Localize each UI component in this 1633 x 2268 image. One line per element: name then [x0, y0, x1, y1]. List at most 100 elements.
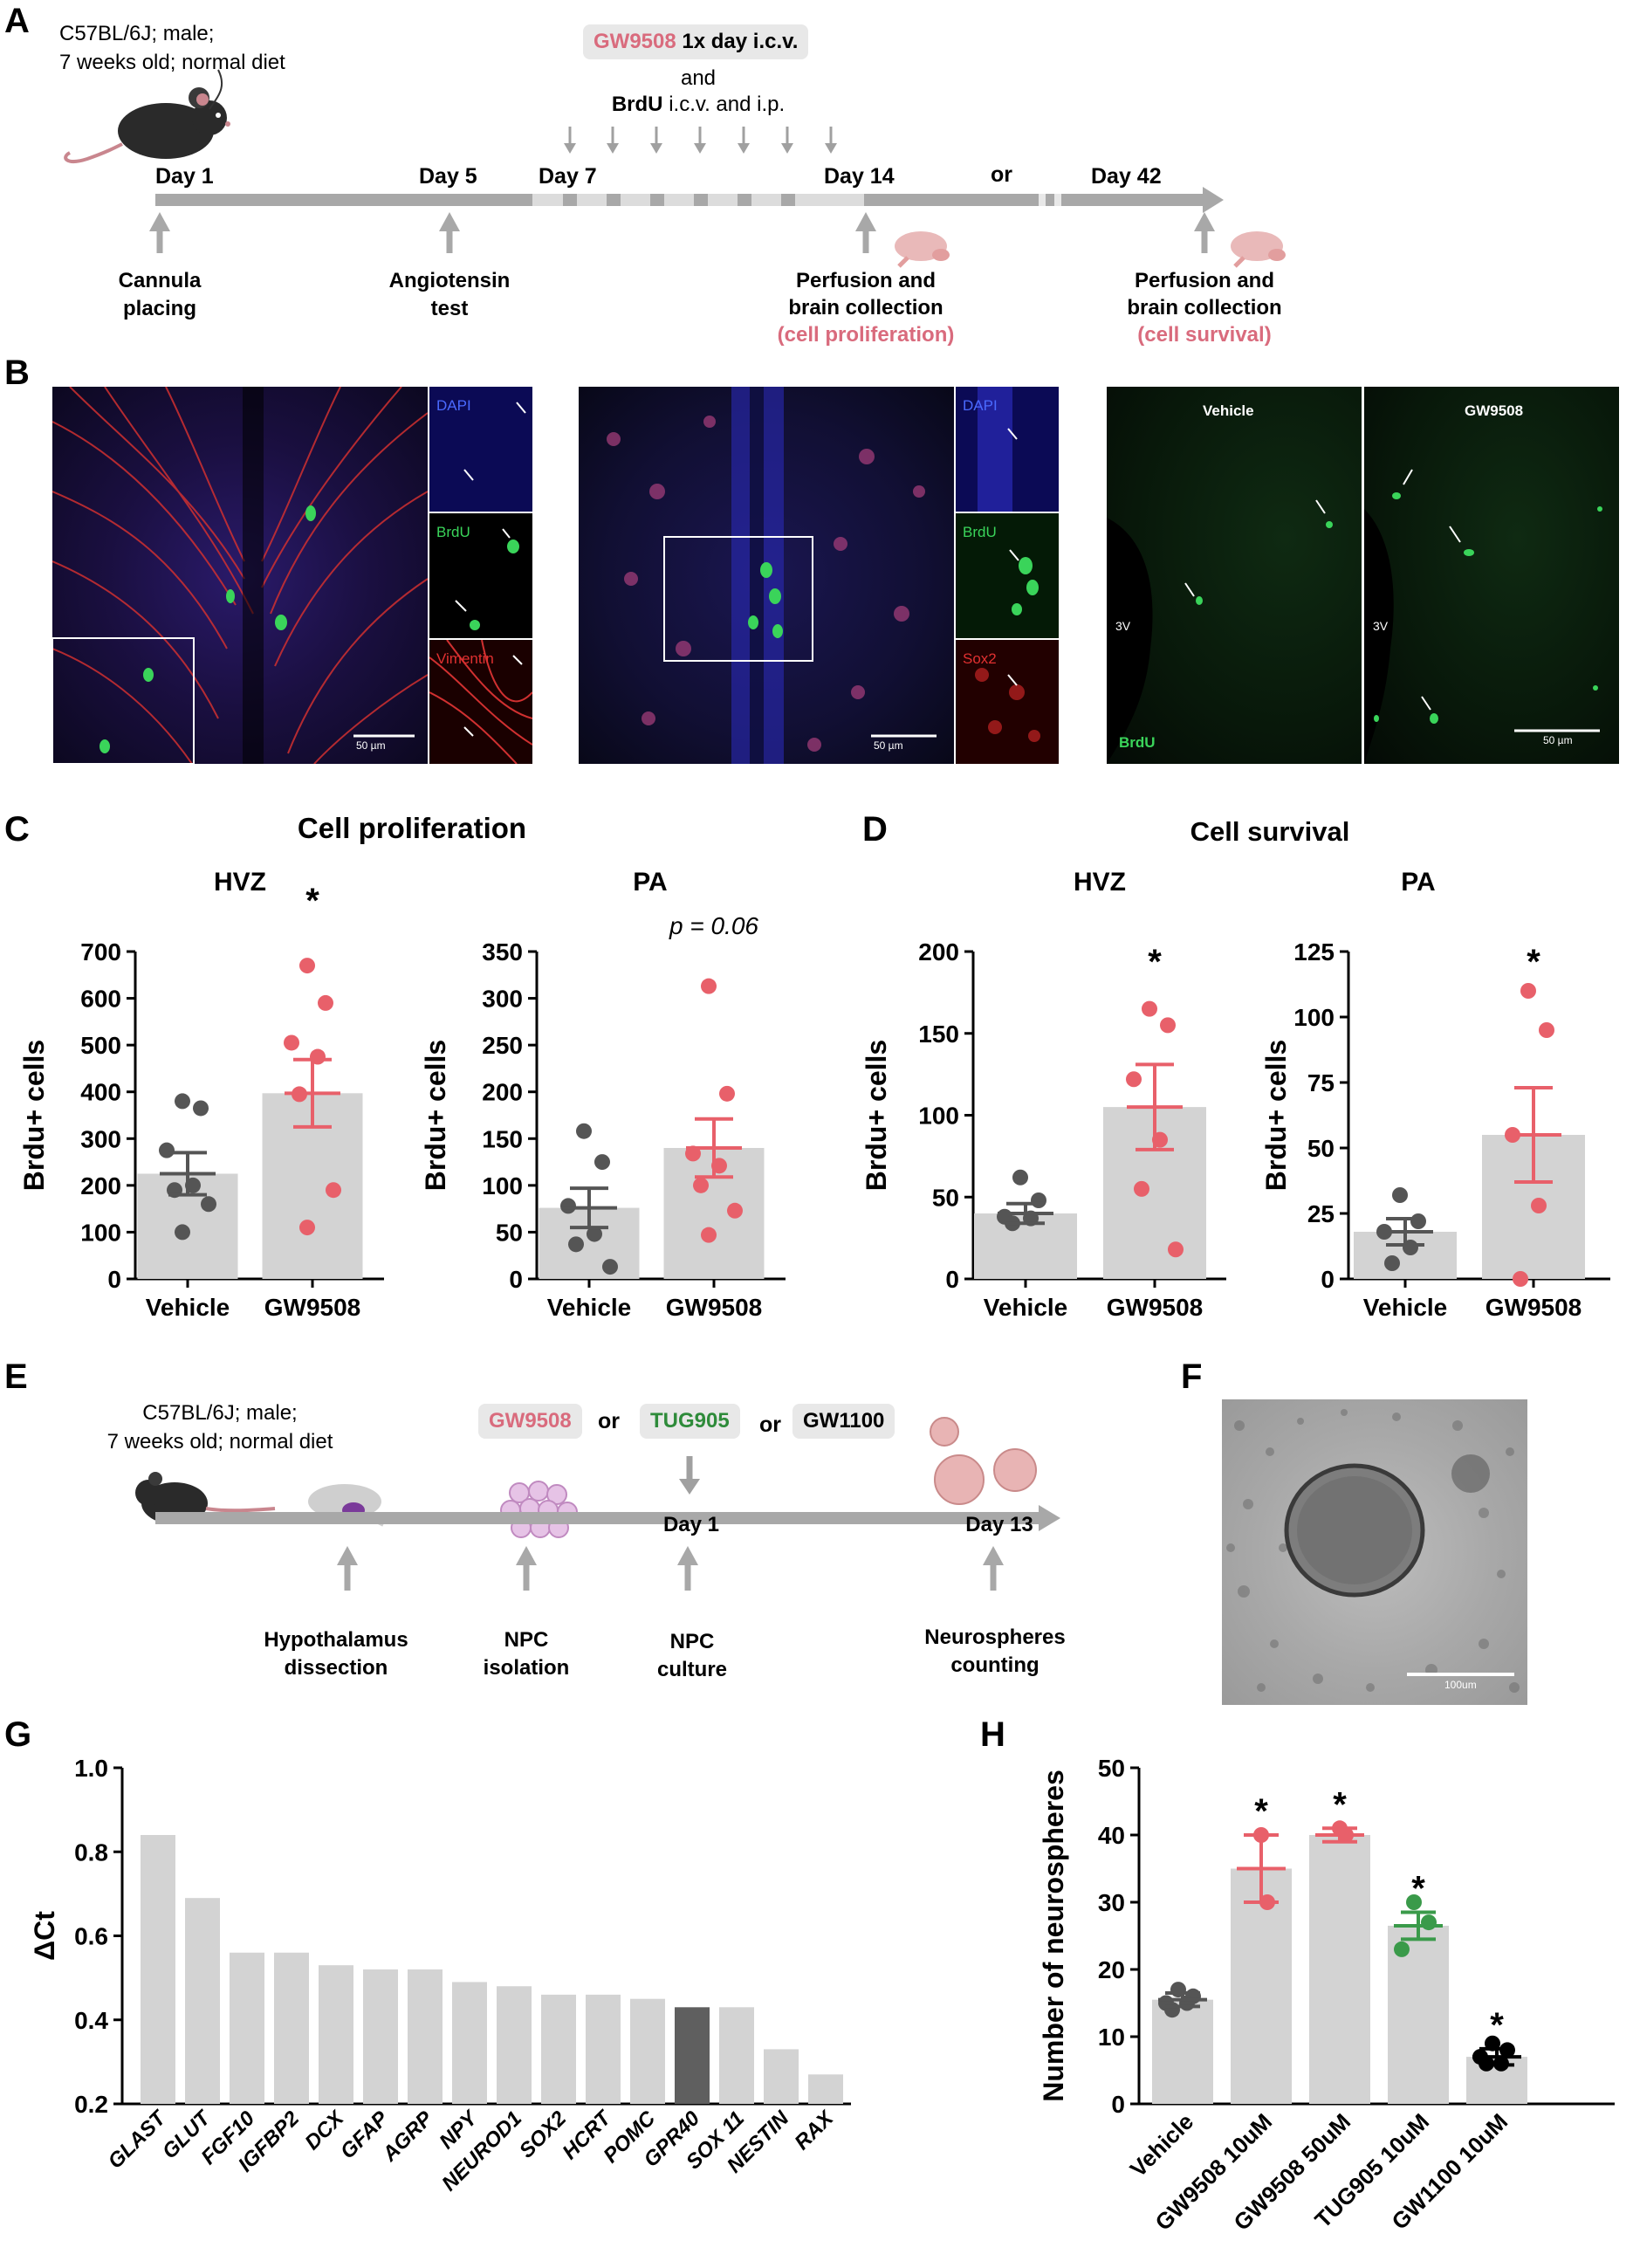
data-point	[602, 1259, 618, 1275]
y-tick-label: 350	[482, 938, 523, 966]
panel-letter-d: D	[862, 810, 888, 849]
data-point	[193, 1100, 209, 1117]
y-tick-label: 40	[1098, 1822, 1125, 1849]
e-mouse-desc-line1: C57BL/6J; male;	[142, 1401, 298, 1425]
data-point	[1421, 1914, 1437, 1931]
data-point	[701, 1227, 717, 1243]
y-tick-label: 400	[80, 1079, 121, 1106]
x-tick-label: GW9508	[1485, 1294, 1582, 1321]
event-perfusion-2-line3: (cell survival)	[1137, 323, 1272, 347]
data-point	[175, 1093, 190, 1110]
bar-agrp	[408, 1969, 443, 2104]
data-point	[568, 1236, 584, 1253]
panel-letter-a: A	[4, 2, 30, 40]
y-tick-label: 100	[482, 1172, 523, 1199]
data-point	[1134, 1180, 1149, 1197]
event-perfusion-1-line3: (cell proliferation)	[777, 323, 955, 347]
data-point	[1012, 1169, 1028, 1186]
data-point	[1394, 1941, 1410, 1957]
bar-0	[1152, 1999, 1213, 2104]
brain-icon-1	[895, 231, 950, 268]
micro-inset-brdu-2: BrdU	[956, 513, 1059, 638]
panel-letter-b: B	[4, 354, 30, 392]
data-point	[576, 1123, 592, 1139]
y-tick-label: 20	[1098, 1956, 1125, 1983]
e-drug2: TUG905	[650, 1409, 730, 1433]
chart-d-hvz: HVZ * 0 50 100 150 200 Brdu+ cells Vehicle GW9508	[861, 868, 1226, 1321]
e-event-culture: NPC culture	[657, 1628, 727, 1684]
y-tick-label: 50	[1098, 1755, 1125, 1782]
data-point	[1142, 1000, 1157, 1017]
e-drug1: GW9508	[489, 1409, 572, 1433]
y-axis-label: Number of neurospheres	[1038, 1770, 1069, 2102]
event-cannula: Cannula placing	[119, 267, 202, 323]
chart-title: PA	[1401, 868, 1435, 897]
label-3v-1: 3V	[1115, 619, 1131, 633]
y-tick-label: 10	[1098, 2024, 1125, 2051]
chart-title: HVZ	[1074, 868, 1126, 897]
y-tick-label: 50	[496, 1219, 523, 1246]
mouse-desc-line2: 7 weeks old; normal diet	[59, 51, 285, 74]
e-event-dissection-line2: dissection	[284, 1656, 388, 1680]
data-point	[719, 1085, 735, 1102]
bar-rax	[808, 2074, 843, 2104]
timeline-a-svg	[149, 127, 1286, 268]
y-tick-label: 100	[80, 1219, 121, 1246]
data-point	[1126, 1071, 1142, 1088]
x-tick-label: GW9508	[1107, 1294, 1204, 1321]
e-event-dissection-line1: Hypothalamus	[264, 1628, 408, 1652]
chart-annotation: *	[1148, 943, 1162, 981]
day14-label: Day 14	[824, 164, 895, 189]
panel-letter-g: G	[4, 1715, 32, 1754]
y-tick-label: 100	[918, 1103, 959, 1130]
e-day1-label: Day 1	[662, 1513, 720, 1536]
y-tick-label: 25	[1307, 1200, 1335, 1227]
y-tick-label: 150	[482, 1125, 523, 1152]
y-axis-label: ΔCt	[29, 1911, 60, 1961]
data-point	[318, 994, 333, 1011]
data-point	[701, 978, 717, 994]
y-tick-label: 250	[482, 1032, 523, 1059]
y-tick-label: 300	[80, 1125, 121, 1152]
y-tick-label: 500	[80, 1032, 121, 1059]
brain-icon-2	[1231, 231, 1286, 268]
e-event-isolation: NPC isolation	[484, 1626, 570, 1682]
significance-star: *	[1333, 1785, 1347, 1824]
y-axis-label: Brdu+ cells	[861, 1040, 892, 1191]
treatment-tag: GW9508 1x day i.c.v.	[583, 24, 809, 59]
micro-inset-sox2: Sox2	[956, 640, 1059, 764]
y-axis-label: Brdu+ cells	[1260, 1040, 1292, 1191]
data-point	[1392, 1187, 1408, 1203]
chart-title: PA	[633, 868, 667, 897]
y-axis-label: Brdu+ cells	[18, 1040, 50, 1191]
y-tick-label: 50	[1307, 1135, 1335, 1162]
day42-label: Day 42	[1091, 164, 1162, 189]
e-tag-gw1100: GW1100	[792, 1404, 895, 1439]
label-gw9508: GW9508	[1465, 402, 1524, 419]
bar-2	[1309, 1835, 1370, 2104]
panel-letter-c: C	[4, 810, 30, 849]
significance-star: *	[1254, 1792, 1268, 1831]
f-scale-bar: 100um	[1444, 1679, 1477, 1691]
bar-nestin	[764, 2049, 799, 2104]
y-tick-label: 1.0	[74, 1755, 108, 1782]
data-point	[1520, 983, 1536, 999]
data-point	[1164, 2002, 1180, 2018]
bar-igfbp2	[274, 1952, 309, 2104]
label-dapi-2: DAPI	[963, 397, 998, 414]
brdu-label-bold: BrdU	[611, 93, 663, 116]
e-tag-gw9508: GW9508	[478, 1404, 582, 1439]
brdu-label-rest: i.c.v. and i.p.	[662, 93, 786, 116]
e-event-counting-line2: counting	[950, 1653, 1039, 1677]
micro-image-brdu-vehicle: Vehicle 3V BrdU	[1107, 387, 1362, 764]
bar-dcx	[319, 1965, 353, 2104]
bar-neurod1	[497, 1986, 532, 2104]
data-point	[1168, 1241, 1184, 1258]
x-tick-label: Vehicle	[1363, 1294, 1448, 1321]
data-point	[299, 1220, 315, 1236]
y-tick-label: 30	[1098, 1889, 1125, 1916]
micro-inset-dapi-2: DAPI	[956, 387, 1059, 512]
y-tick-label: 300	[482, 986, 523, 1013]
chart-h: 0 10 20 30 40 50 Number of neurospheres Vehicle…	[1038, 1755, 1615, 2236]
day7-label: Day 7	[539, 164, 597, 189]
